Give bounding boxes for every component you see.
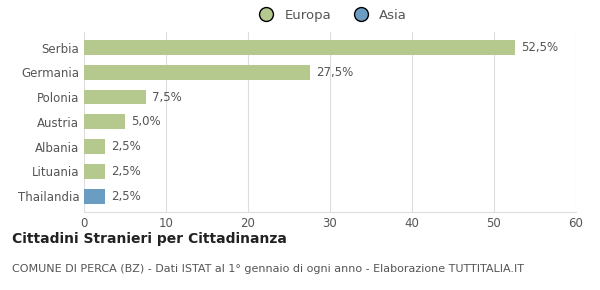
Text: Cittadini Stranieri per Cittadinanza: Cittadini Stranieri per Cittadinanza (12, 232, 287, 246)
Bar (84, 114, 125, 129)
Text: 2,5%: 2,5% (111, 190, 141, 203)
Bar (84, 90, 146, 104)
Legend: Europa, Asia: Europa, Asia (253, 9, 407, 22)
Text: 2,5%: 2,5% (111, 165, 141, 178)
Text: 7,5%: 7,5% (152, 90, 182, 104)
Bar (84, 189, 104, 204)
Bar (84, 139, 104, 154)
Text: 27,5%: 27,5% (316, 66, 353, 79)
Bar (84, 164, 104, 179)
Text: 52,5%: 52,5% (521, 41, 558, 54)
Text: 2,5%: 2,5% (111, 140, 141, 153)
Bar (84, 65, 310, 80)
Text: COMUNE DI PERCA (BZ) - Dati ISTAT al 1° gennaio di ogni anno - Elaborazione TUTT: COMUNE DI PERCA (BZ) - Dati ISTAT al 1° … (12, 264, 524, 274)
Bar (84, 40, 515, 55)
Text: 5,0%: 5,0% (131, 115, 161, 128)
